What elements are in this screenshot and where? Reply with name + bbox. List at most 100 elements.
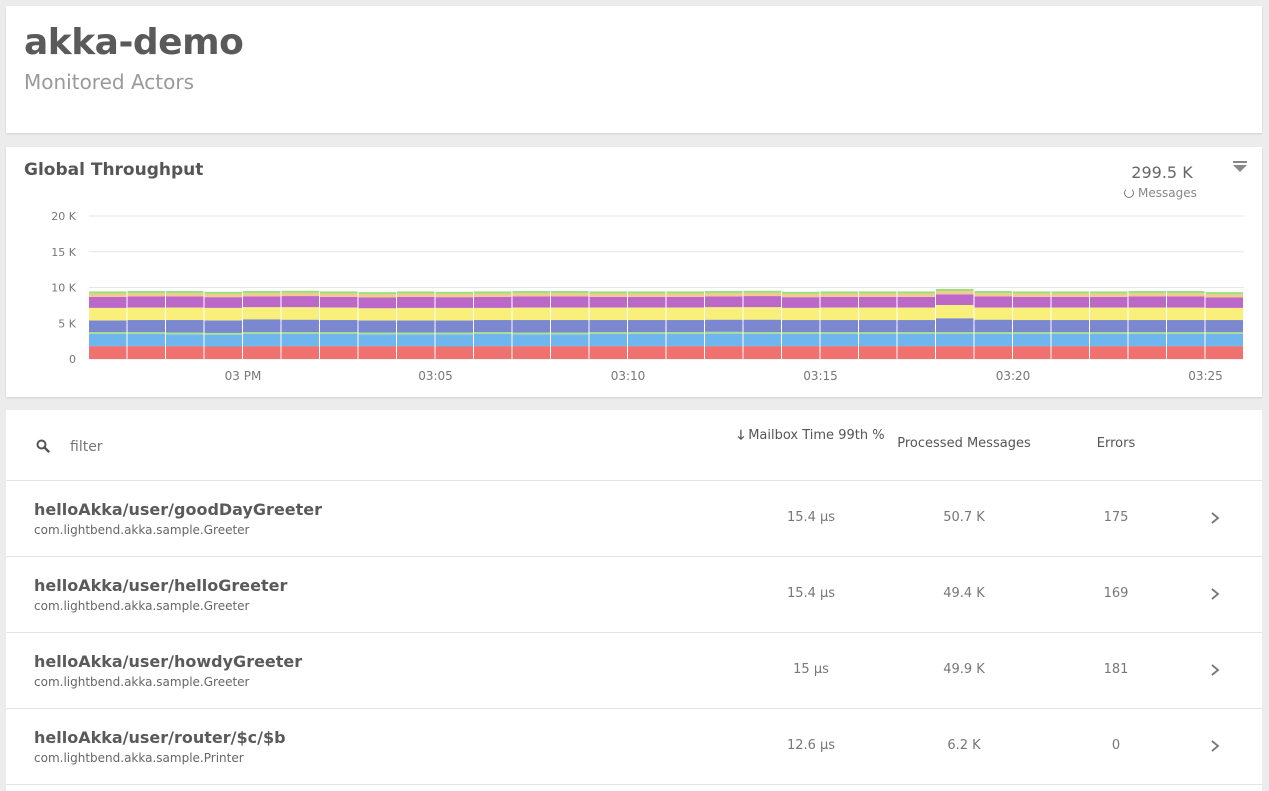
area-segment-series-6 [820, 293, 858, 297]
area-segment-series-0 [474, 346, 512, 359]
area-segment-series-1 [1128, 333, 1166, 347]
table-row[interactable]: helloAkka/user/helloGreeter com.lightben… [6, 557, 1262, 633]
area-segment-series-1 [743, 333, 781, 347]
area-segment-series-2 [936, 332, 974, 334]
area-segment-series-3 [859, 320, 897, 333]
area-segment-series-7 [820, 291, 858, 294]
area-segment-series-4 [358, 308, 396, 321]
y-tick-label: 5 K [58, 317, 76, 330]
area-segment-series-5 [820, 296, 858, 308]
area-segment-series-7 [512, 291, 550, 294]
page-title: akka-demo [24, 22, 244, 63]
area-segment-series-2 [358, 332, 396, 335]
chevron-right-icon[interactable] [1208, 508, 1222, 528]
area-segment-series-1 [1167, 333, 1205, 347]
area-segment-series-7 [743, 290, 781, 293]
area-segment-series-0 [820, 346, 858, 359]
area-segment-series-3 [820, 320, 858, 333]
area-segment-series-1 [705, 333, 743, 347]
area-segment-series-5 [782, 297, 820, 308]
column-header-errors[interactable]: Errors [1096, 436, 1136, 451]
actors-table: 🡓Mailbox Time 99th % Processed Messages … [6, 410, 1262, 791]
area-segment-series-7 [897, 291, 935, 294]
area-segment-series-6 [1051, 293, 1089, 297]
chart-menu-icon[interactable] [1232, 160, 1248, 174]
area-segment-series-5 [705, 296, 743, 308]
area-segment-series-3 [705, 319, 743, 332]
area-segment-series-5 [281, 296, 319, 308]
area-segment-series-2 [89, 332, 127, 334]
area-segment-series-5 [897, 296, 935, 308]
area-segment-series-3 [474, 320, 512, 333]
area-segment-series-3 [1090, 320, 1128, 333]
chevron-right-icon[interactable] [1208, 736, 1222, 756]
y-tick-label: 0 [69, 353, 76, 366]
area-segment-series-5 [1013, 296, 1051, 308]
area-segment-series-7 [1051, 291, 1089, 294]
area-segment-series-7 [397, 291, 435, 294]
area-segment-series-1 [127, 333, 165, 347]
chevron-right-icon[interactable] [1208, 584, 1222, 604]
area-segment-series-6 [358, 294, 396, 298]
table-row[interactable]: helloAkka/user/howdyGreeter com.lightben… [6, 633, 1262, 709]
area-segment-series-4 [897, 307, 935, 321]
area-segment-series-7 [89, 291, 127, 294]
area-segment-series-7 [320, 291, 358, 294]
area-segment-series-5 [589, 296, 627, 308]
area-segment-series-2 [820, 332, 858, 334]
area-segment-series-3 [320, 320, 358, 333]
area-segment-series-1 [166, 334, 204, 347]
area-segment-series-1 [358, 334, 396, 347]
area-segment-series-7 [1167, 291, 1205, 294]
area-segment-series-7 [435, 291, 473, 294]
area-segment-series-6 [127, 293, 165, 297]
area-segment-series-0 [127, 346, 165, 359]
area-segment-series-1 [974, 333, 1012, 347]
area-segment-series-7 [1090, 291, 1128, 294]
area-segment-series-4 [166, 307, 204, 321]
table-row[interactable]: helloAkka/user/router/$c/$b com.lightben… [6, 709, 1262, 785]
area-segment-series-7 [127, 291, 165, 294]
area-segment-series-0 [397, 346, 435, 359]
chevron-right-icon[interactable] [1208, 660, 1222, 680]
area-segment-series-3 [512, 320, 550, 333]
area-segment-series-1 [551, 334, 589, 347]
area-segment-series-0 [89, 346, 127, 359]
area-segment-series-3 [89, 320, 127, 333]
column-header-mailbox-time[interactable]: 🡓 Mailbox Time 99th % [736, 426, 886, 446]
area-segment-series-1 [589, 333, 627, 347]
area-segment-series-6 [628, 293, 666, 297]
area-segment-series-4 [474, 307, 512, 321]
area-segment-series-3 [551, 320, 589, 333]
area-segment-series-5 [358, 297, 396, 309]
area-segment-series-0 [166, 346, 204, 359]
filter-input[interactable] [68, 434, 572, 460]
area-segment-series-3 [243, 319, 281, 333]
area-segment-series-5 [320, 296, 358, 308]
mailbox-time-value: 12.6 µs [786, 738, 836, 753]
area-segment-series-4 [281, 307, 319, 320]
area-segment-series-1 [1051, 333, 1089, 347]
total-messages-label: Messages [1124, 186, 1197, 200]
area-segment-series-1 [1013, 333, 1051, 347]
area-segment-series-2 [743, 332, 781, 334]
area-segment-series-7 [974, 291, 1012, 294]
area-segment-series-1 [512, 334, 550, 347]
area-segment-series-5 [743, 296, 781, 308]
area-segment-series-2 [1205, 332, 1243, 334]
column-header-processed[interactable]: Processed Messages [897, 436, 1031, 451]
actor-path: helloAkka/user/helloGreeter [34, 576, 288, 595]
processed-messages-value: 6.2 K [947, 738, 981, 753]
area-segment-series-2 [974, 332, 1012, 334]
area-segment-series-6 [897, 293, 935, 297]
area-segment-series-6 [705, 293, 743, 297]
area-segment-series-0 [589, 346, 627, 359]
actor-path: helloAkka/user/router/$c/$b [34, 728, 286, 747]
table-row[interactable]: helloAkka/user/goodDayGreeter com.lightb… [6, 481, 1262, 557]
area-segment-series-4 [589, 307, 627, 321]
area-segment-series-1 [243, 333, 281, 347]
area-segment-series-1 [936, 333, 974, 347]
area-segment-series-4 [1051, 307, 1089, 321]
errors-value: 175 [1103, 510, 1129, 525]
area-segment-series-6 [243, 293, 281, 297]
